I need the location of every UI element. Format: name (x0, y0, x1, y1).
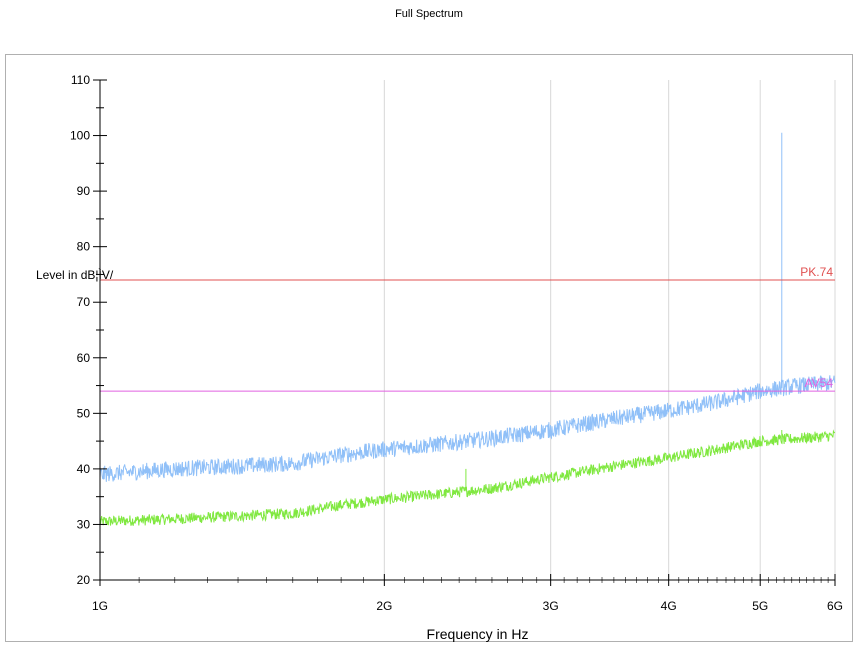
x-tick-label: 6G (827, 599, 843, 613)
x-tick-label: 3G (543, 599, 559, 613)
y-tick-label: 80 (77, 240, 91, 254)
chart-frame (5, 54, 853, 642)
y-tick-label: 50 (77, 406, 91, 420)
x-tick-label: 4G (661, 599, 677, 613)
x-tick-label: 2G (376, 599, 392, 613)
y-tick-label: 20 (77, 573, 91, 587)
series-trace (99, 429, 836, 526)
limit-label: AV54 (805, 376, 834, 390)
y-tick-label: 40 (77, 462, 91, 476)
y-tick-label: 110 (71, 73, 90, 87)
limit-label: PK.74 (800, 265, 833, 279)
series-trace (99, 375, 836, 482)
y-tick-label: 30 (77, 517, 91, 531)
y-axis-title: Level in dB¦ÌV/ (36, 267, 114, 282)
x-axis-title: Frequency in Hz (427, 626, 529, 642)
y-tick-label: 70 (77, 295, 91, 309)
y-tick-label: 90 (77, 184, 91, 198)
page-title: Full Spectrum (395, 8, 463, 20)
x-tick-label: 5G (752, 599, 768, 613)
y-tick-label: 60 (77, 351, 91, 365)
x-tick-label: 1G (92, 599, 108, 613)
y-tick-label: 100 (70, 129, 90, 143)
